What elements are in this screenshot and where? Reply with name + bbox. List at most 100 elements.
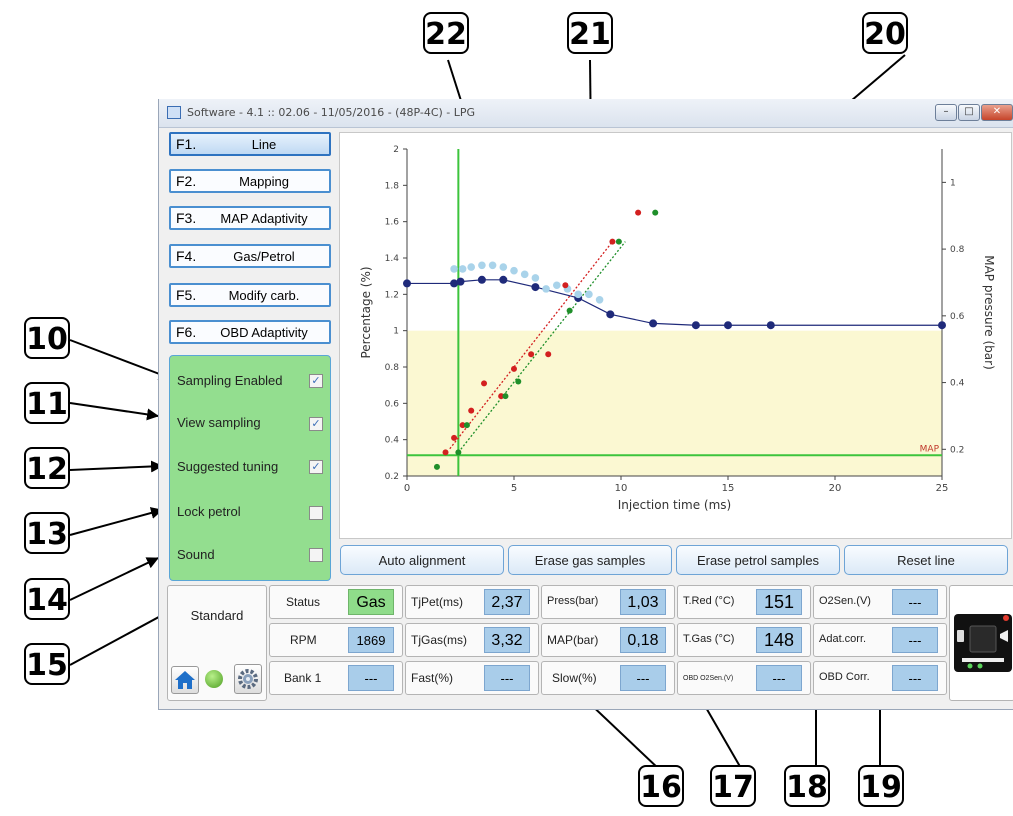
annotation-19: 19 [858,765,904,807]
data-point [463,422,470,429]
data-point [566,307,573,314]
lock-petrol-label: Lock petrol [177,504,241,519]
data-point [649,319,658,328]
data-point [499,275,508,284]
o2sen-label: O2Sen.(V) [819,595,871,607]
y-tick-label: 0.2 [385,472,399,482]
adat-corr-label: Adat.corr. [819,633,867,645]
switch-device-panel [949,585,1013,701]
sound-checkbox[interactable] [309,548,323,562]
arrow-14 [69,557,159,601]
sampling-enabled-checkbox[interactable]: ✓ [309,374,323,388]
auto-alignment-button[interactable]: Auto alignment [340,545,504,575]
y-tick-label: 0.6 [385,399,400,409]
tjgas-cell: TjGas(ms) 3,32 [405,623,539,657]
annotation-21: 21 [567,12,613,54]
status-panel: Standard Status Gas RPM 1869 [167,585,1013,701]
y2-axis-label: MAP pressure (bar) [982,255,996,370]
tgas-label: T.Gas (°C) [683,633,735,645]
data-point [499,263,508,271]
x-tick-label: 0 [404,483,410,494]
erase-petrol-samples-button[interactable]: Erase petrol samples [676,545,840,575]
fast-cell: Fast(%) --- [405,661,539,695]
data-point [531,274,540,282]
tjpet-value: 2,37 [484,589,530,615]
adat-corr-cell: Adat.corr. --- [813,623,947,657]
f4-gas-petrol-button[interactable]: F4. Gas/Petrol [169,244,331,268]
y2-tick-label: 0.6 [950,312,965,322]
y-tick-label: 1.8 [385,181,400,191]
f6-key: F6. [176,324,197,340]
y-tick-label: 2 [393,145,399,155]
data-point [477,275,486,284]
data-point [766,321,775,330]
f5-modify-carb-button[interactable]: F5. Modify carb. [169,283,331,307]
f1-line-button[interactable]: F1. Line [169,132,331,156]
y-tick-label: 1.6 [385,218,400,228]
reset-line-button[interactable]: Reset line [844,545,1008,575]
data-point [450,265,458,273]
arrow-12 [69,460,163,473]
bank-value: --- [348,665,394,691]
tjgas-label: TjGas(ms) [411,633,467,647]
bank-label: Bank 1 [284,671,322,685]
rpm-cell: RPM 1869 [269,623,403,657]
arrow-10 [69,339,171,380]
y-axis-label: Percentage (%) [359,266,373,358]
app-icon [167,106,181,119]
obd-corr-label: OBD Corr. [819,671,870,683]
tjgas-value: 3,32 [484,627,530,653]
data-point [531,283,540,292]
maximize-button[interactable]: □ [958,104,980,121]
annotation-12: 12 [24,447,70,489]
gas-switch-device-icon [954,614,1012,672]
tjpet-cell: TjPet(ms) 2,37 [405,585,539,619]
y2-tick-label: 0.2 [950,445,964,455]
data-point [562,282,569,289]
f3-map-adaptivity-button[interactable]: F3. MAP Adaptivity [169,206,331,230]
x-tick-label: 10 [615,483,628,494]
settings-gear-icon [238,669,258,689]
close-button[interactable]: ✕ [981,104,1013,121]
y-tick-label: 1.4 [385,254,400,264]
data-point [615,238,622,245]
chart-panel: 0 5 10 15 20 25 0.2 0.4 0.6 0.8 1 1.2 1.4 1.6 1.8 2 0.2 0… [339,132,1012,539]
highlight-band [407,330,942,476]
y2-tick-label: 1 [950,178,956,188]
data-point [553,281,561,290]
view-sampling-checkbox[interactable]: ✓ [309,417,323,431]
suggested-tuning-checkbox[interactable]: ✓ [309,460,323,474]
f6-obd-adaptivity-button[interactable]: F6. OBD Adaptivity [169,320,331,344]
press-value: 1,03 [620,589,666,615]
press-cell: Press(bar) 1,03 [541,585,675,619]
data-point [635,209,642,216]
f2-mapping-button[interactable]: F2. Mapping [169,169,331,193]
o2sen-value: --- [892,589,938,615]
data-point [545,351,552,358]
annotation-17: 17 [710,765,756,807]
data-point [442,449,449,456]
profile-panel: Standard [167,585,267,701]
arrow-13 [69,507,163,536]
x-axis-label: Injection time (ms) [618,498,732,512]
erase-gas-samples-button[interactable]: Erase gas samples [508,545,672,575]
annotation-14: 14 [24,578,70,620]
settings-button[interactable] [234,664,262,694]
sound-label: Sound [177,547,215,562]
data-point [458,265,467,273]
injection-chart[interactable]: 0 5 10 15 20 25 0.2 0.4 0.6 0.8 1 1.2 1.4 1.6 1.8 2 0.2 0… [340,133,1011,538]
lock-petrol-checkbox[interactable] [309,506,323,520]
application-window: Software - 4.1 :: 02.06 - 11/05/2016 - (… [158,99,1013,710]
annotation-20: 20 [862,12,908,54]
obd-corr-value: --- [892,665,938,691]
status-label: Status [286,595,321,609]
f3-key: F3. [176,210,197,226]
f2-key: F2. [176,173,197,189]
map-value: 0,18 [620,627,666,653]
data-point [652,209,659,216]
rpm-value: 1869 [348,627,394,653]
x-tick-label: 5 [511,483,517,494]
home-button[interactable] [171,666,199,694]
minimize-button[interactable]: – [935,104,957,121]
sampling-options-panel: Sampling Enabled ✓ View sampling ✓ Sugge… [169,355,331,581]
